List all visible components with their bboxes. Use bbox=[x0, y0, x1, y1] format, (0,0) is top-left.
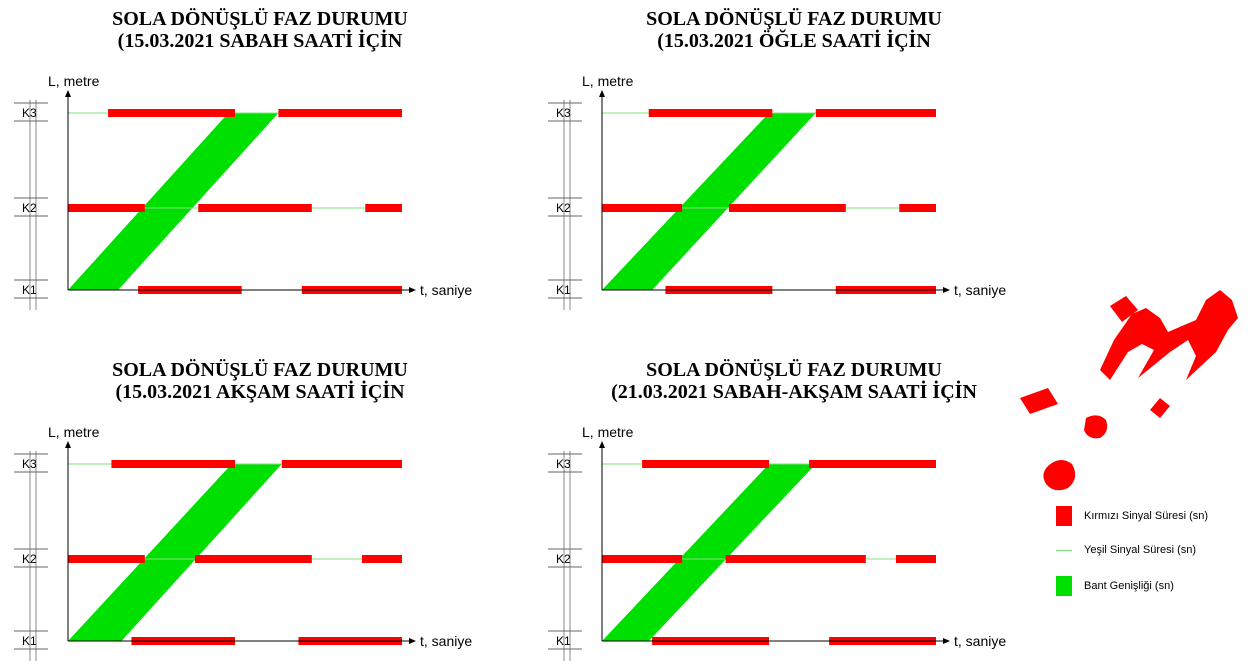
phase-diagram: K1 K2 K3 L, metre t, saniye bbox=[548, 73, 1006, 310]
x-axis-arrow bbox=[943, 287, 950, 293]
legend-label-band: Bant Genişliği (sn) bbox=[1084, 580, 1174, 592]
y-axis-label: L, metre bbox=[48, 424, 100, 440]
legend-label-green: Yeşil Sinyal Süresi (sn) bbox=[1084, 544, 1197, 556]
legend-item-band: Bant Genişliği (sn) bbox=[1056, 576, 1174, 596]
red-signal-bar bbox=[108, 109, 235, 117]
panel-title-line2: (15.03.2021 AKŞAM SAATİ İÇİN bbox=[115, 381, 405, 403]
x-axis-label: t, saniye bbox=[420, 633, 472, 649]
panel-title-line2: (15.03.2021 SABAH SAATİ İÇİN bbox=[117, 30, 403, 52]
bandwidth-band bbox=[602, 464, 816, 641]
panel-title-line2: (15.03.2021 ÖĞLE SAATİ İÇİN bbox=[657, 30, 931, 52]
y-axis-arrow bbox=[65, 90, 71, 97]
y-axis-label: L, metre bbox=[582, 73, 634, 89]
diagram-panel-march21: SOLA DÖNÜŞLÜ FAZ DURUMU (21.03.2021 SABA… bbox=[534, 335, 1094, 670]
red-signal-bar bbox=[281, 460, 402, 468]
diagram-panel-morning: SOLA DÖNÜŞLÜ FAZ DURUMU (15.03.2021 SABA… bbox=[0, 0, 560, 335]
level-label: K1 bbox=[556, 283, 571, 297]
x-axis-label: t, saniye bbox=[954, 633, 1006, 649]
x-axis-arrow bbox=[409, 287, 416, 293]
diagram-panel-noon: SOLA DÖNÜŞLÜ FAZ DURUMU (15.03.2021 ÖĞLE… bbox=[534, 0, 1094, 335]
y-axis-label: L, metre bbox=[582, 424, 634, 440]
green-signal-swatch bbox=[1056, 549, 1072, 551]
phase-diagram: K1 K2 K3 L, metre t, saniye bbox=[14, 424, 472, 661]
legend-item-green: Yeşil Sinyal Süresi (sn) bbox=[1056, 540, 1196, 560]
bandwidth-band bbox=[602, 113, 816, 290]
red-signal-bar bbox=[194, 555, 312, 563]
red-signal-bar bbox=[602, 555, 683, 563]
level-label: K2 bbox=[22, 201, 37, 215]
red-signal-bar bbox=[198, 204, 312, 212]
y-axis-arrow bbox=[599, 90, 605, 97]
level-label: K3 bbox=[556, 106, 571, 120]
red-signal-bar bbox=[728, 204, 846, 212]
x-axis-arrow bbox=[943, 638, 950, 644]
level-label: K1 bbox=[22, 634, 37, 648]
red-signal-bar bbox=[895, 555, 936, 563]
red-signal-bar bbox=[278, 109, 402, 117]
red-signal-bar bbox=[648, 109, 773, 117]
band-swatch bbox=[1056, 576, 1072, 596]
red-signal-bar bbox=[602, 204, 683, 212]
panel-title: SOLA DÖNÜŞLÜ FAZ DURUMU (15.03.2021 AKŞA… bbox=[0, 359, 520, 403]
legend-item-red: Kırmızı Sinyal Süresi (sn) bbox=[1056, 506, 1208, 526]
panel-title: SOLA DÖNÜŞLÜ FAZ DURUMU (15.03.2021 SABA… bbox=[0, 8, 520, 52]
bandwidth-band bbox=[68, 113, 279, 290]
panel-title-line1: SOLA DÖNÜŞLÜ FAZ DURUMU bbox=[112, 8, 408, 30]
level-scale: K1 K2 K3 bbox=[14, 100, 48, 310]
red-signal-bar bbox=[111, 460, 235, 468]
level-label: K2 bbox=[556, 552, 571, 566]
y-axis-label: L, metre bbox=[48, 73, 100, 89]
red-signal-bar bbox=[68, 555, 145, 563]
level-scale: K1 K2 K3 bbox=[548, 451, 582, 661]
red-signal-swatch bbox=[1056, 506, 1072, 526]
level-label: K1 bbox=[22, 283, 37, 297]
level-label: K3 bbox=[22, 457, 37, 471]
panel-title-line1: SOLA DÖNÜŞLÜ FAZ DURUMU bbox=[646, 359, 942, 381]
panel-title: SOLA DÖNÜŞLÜ FAZ DURUMU (15.03.2021 ÖĞLE… bbox=[534, 8, 1054, 52]
diagram-panel-evening: SOLA DÖNÜŞLÜ FAZ DURUMU (15.03.2021 AKŞA… bbox=[0, 335, 560, 670]
level-label: K3 bbox=[22, 106, 37, 120]
red-signal-bar bbox=[815, 109, 936, 117]
red-signal-bar bbox=[899, 204, 936, 212]
level-label: K3 bbox=[556, 457, 571, 471]
phase-diagram: K1 K2 K3 L, metre t, saniye bbox=[14, 73, 472, 310]
red-signal-bar bbox=[68, 204, 145, 212]
x-axis-label: t, saniye bbox=[420, 282, 472, 298]
level-label: K2 bbox=[556, 201, 571, 215]
panel-title-line2: (21.03.2021 SABAH-AKŞAM SAATİ İÇİN bbox=[611, 381, 977, 403]
level-label: K1 bbox=[556, 634, 571, 648]
legend-label-red: Kırmızı Sinyal Süresi (sn) bbox=[1084, 510, 1209, 522]
bandwidth-band bbox=[68, 464, 282, 641]
level-scale: K1 K2 K3 bbox=[14, 451, 48, 661]
level-scale: K1 K2 K3 bbox=[548, 100, 582, 310]
y-axis-arrow bbox=[599, 441, 605, 448]
panel-title-line1: SOLA DÖNÜŞLÜ FAZ DURUMU bbox=[646, 8, 942, 30]
x-axis-arrow bbox=[409, 638, 416, 644]
level-label: K2 bbox=[22, 552, 37, 566]
red-signal-bar bbox=[809, 460, 936, 468]
y-axis-arrow bbox=[65, 441, 71, 448]
x-axis-label: t, saniye bbox=[954, 282, 1006, 298]
red-signal-bar bbox=[642, 460, 769, 468]
phase-diagram: K1 K2 K3 L, metre t, saniye bbox=[548, 424, 1006, 661]
panel-title-line1: SOLA DÖNÜŞLÜ FAZ DURUMU bbox=[112, 359, 408, 381]
panel-title: SOLA DÖNÜŞLÜ FAZ DURUMU (21.03.2021 SABA… bbox=[534, 359, 1054, 403]
red-signal-bar bbox=[361, 555, 402, 563]
red-signal-bar bbox=[725, 555, 866, 563]
red-signal-bar bbox=[365, 204, 402, 212]
